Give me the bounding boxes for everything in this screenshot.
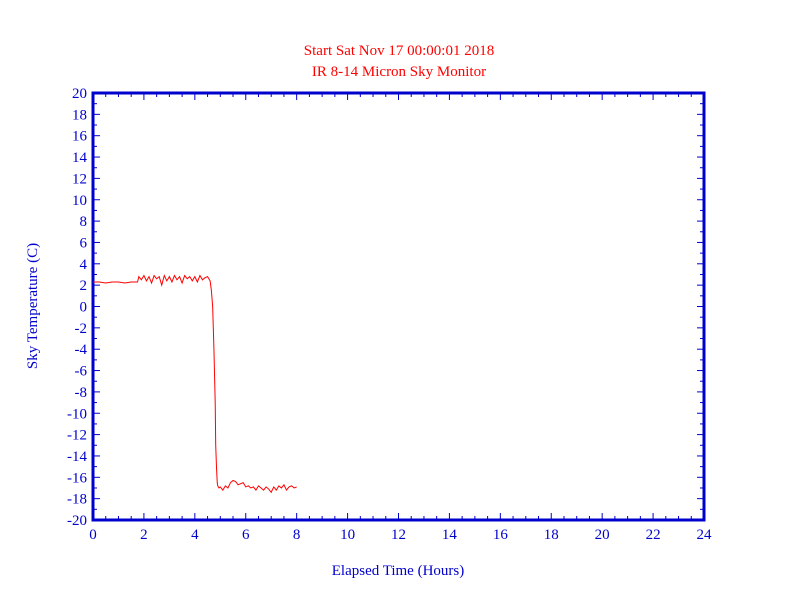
y-tick-label: -16 [67,470,87,486]
y-tick-label: -18 [67,492,87,508]
y-tick-label: 0 [80,300,88,316]
series-line-sky-temperature [93,274,297,494]
y-axis-tick-labels: 20181614121086420-2-4-6-8-10-12-14-16-18… [67,86,88,529]
x-tick-label: 4 [191,527,199,543]
y-tick-label: -10 [67,406,87,422]
y-tick-label: -20 [67,513,87,529]
y-tick-label: -8 [75,385,88,401]
x-tick-label: 10 [340,527,355,543]
plot-frame [91,91,706,522]
y-tick-label: 2 [80,278,88,294]
chart-subtitle: IR 8-14 Micron Sky Monitor [312,64,486,80]
x-tick-label: 8 [293,527,301,543]
y-tick-label: 4 [80,257,88,273]
x-tick-label: 22 [646,527,661,543]
y-tick-label: 8 [80,214,88,230]
y-tick-label: 12 [72,171,87,187]
y-tick-label: -6 [75,364,88,380]
x-axis-tick-labels: 0 2 4 6 8 10 12 14 16 18 20 22 24 [89,527,712,543]
x-tick-label: 6 [242,527,250,543]
x-axis-label: Elapsed Time (Hours) [332,563,465,579]
x-axis-ticks [92,93,705,520]
x-tick-label: 24 [697,527,713,543]
y-tick-label: 14 [72,150,88,166]
x-tick-label: 0 [89,527,97,543]
y-tick-label: -2 [75,321,88,337]
y-tick-label: -4 [75,342,88,358]
y-tick-label: 10 [72,193,87,209]
y-tick-label: -12 [67,428,87,444]
x-tick-label: 20 [595,527,610,543]
y-tick-label: -14 [67,449,87,465]
y-axis-ticks [93,92,704,521]
y-tick-label: 16 [72,129,88,145]
x-tick-label: 14 [442,527,458,543]
chart-title: Start Sat Nov 17 00:00:01 2018 [304,43,494,59]
y-tick-label: 6 [80,235,88,251]
y-tick-label: 20 [72,86,87,102]
x-tick-label: 16 [493,527,509,543]
x-tick-label: 2 [140,527,148,543]
y-tick-label: 18 [72,107,87,123]
x-tick-label: 18 [544,527,559,543]
y-axis-label: Sky Temperature (C) [25,243,41,369]
x-tick-label: 12 [391,527,406,543]
